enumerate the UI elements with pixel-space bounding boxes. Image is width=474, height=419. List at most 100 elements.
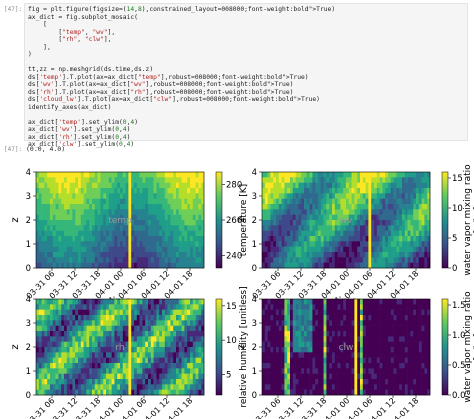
heatmap-cell — [301, 193, 305, 199]
heatmap-cell — [320, 309, 324, 316]
heatmap-cell — [66, 368, 70, 374]
heatmap-cell — [351, 315, 355, 321]
heatmap-cell — [72, 379, 76, 385]
heatmap-cell — [178, 188, 182, 194]
heatmap-cell — [122, 193, 126, 199]
heatmap-cell — [192, 304, 196, 310]
heatmap-cell — [41, 304, 45, 310]
heatmap-cell — [173, 347, 177, 353]
heatmap-cell — [181, 209, 185, 215]
heatmap-cell — [264, 241, 268, 247]
heatmap-cell — [72, 182, 76, 189]
heatmap-cell — [153, 357, 157, 364]
heatmap-cell — [176, 315, 180, 321]
heatmap-cell — [162, 230, 166, 237]
heatmap-cell — [304, 325, 308, 332]
heatmap-cell — [52, 193, 56, 199]
heatmap-cell — [281, 262, 285, 269]
heatmap-cell — [159, 236, 163, 242]
heatmap-cell — [301, 236, 305, 242]
heatmap-cell — [376, 198, 380, 205]
heatmap-cell — [320, 220, 324, 226]
heatmap-cell — [125, 204, 129, 210]
heatmap-cell — [69, 209, 73, 215]
heatmap-cell — [348, 357, 352, 364]
heatmap-cell — [41, 384, 45, 390]
heatmap-cell — [198, 357, 202, 364]
heatmap-cell — [407, 172, 411, 178]
heatmap-cell — [117, 368, 121, 374]
heatmap-cell — [368, 368, 372, 374]
heatmap-cell — [278, 331, 282, 337]
heatmap-cell — [379, 325, 383, 332]
heatmap-cell — [41, 341, 45, 348]
heatmap-cell — [332, 309, 336, 316]
heatmap-cell — [190, 204, 194, 210]
heatmap-cell — [111, 299, 115, 305]
heatmap-cell — [388, 214, 392, 221]
heatmap-cell — [38, 193, 42, 199]
heatmap-cell — [424, 304, 428, 310]
heatmap-cell — [284, 257, 288, 263]
heatmap-cell — [145, 336, 149, 342]
heatmap-cell — [170, 373, 174, 380]
heatmap-cell — [357, 198, 361, 205]
heatmap-cell — [357, 236, 361, 242]
heatmap-cell — [36, 172, 40, 178]
code-line: ax_dict['wv'].set_ylim(0,4) — [28, 126, 131, 133]
heatmap-cell — [360, 368, 364, 374]
heatmap-cell — [131, 304, 135, 310]
heatmap-cell — [41, 368, 45, 374]
heatmap-cell — [92, 320, 96, 326]
heatmap-cell — [75, 357, 79, 364]
heatmap-cell — [92, 198, 96, 205]
heatmap-cell — [309, 177, 313, 183]
heatmap-cell — [385, 347, 389, 353]
heatmap-cell — [55, 389, 59, 396]
heatmap-cell — [334, 331, 338, 337]
heatmap-cell — [181, 225, 185, 231]
heatmap-cell — [427, 331, 431, 337]
heatmap-cell — [44, 172, 48, 178]
heatmap-cell — [52, 384, 56, 390]
heatmap-cell — [131, 209, 135, 215]
heatmap-cell — [424, 220, 428, 226]
code-cell[interactable]: fig = plt.figure(figsize=(14,8),constrai… — [24, 3, 468, 148]
heatmap-cell — [334, 325, 338, 332]
heatmap-cell — [92, 315, 96, 321]
heatmap-cell — [354, 209, 358, 215]
heatmap-cell — [47, 241, 51, 247]
heatmap-cell — [393, 225, 397, 231]
heatmap-cell — [47, 257, 51, 263]
heatmap-cell — [278, 220, 282, 226]
heatmap-cell — [97, 252, 101, 258]
heatmap-cell — [64, 341, 68, 348]
heatmap-cell — [379, 182, 383, 189]
heatmap-cell — [346, 182, 350, 189]
heatmap-cell — [36, 357, 40, 364]
heatmap-cell — [323, 304, 327, 310]
heatmap-cell — [298, 262, 302, 269]
heatmap-cell — [83, 177, 87, 183]
heatmap-cell — [125, 347, 129, 353]
heatmap-cell — [290, 379, 294, 385]
heatmap-cell — [309, 204, 313, 210]
heatmap-cell — [52, 252, 56, 258]
heatmap-cell — [393, 336, 397, 342]
heatmap-cell — [86, 172, 90, 178]
y-tick-label: 4 — [252, 168, 257, 178]
heatmap-cell — [36, 379, 40, 385]
heatmap-cell — [156, 309, 160, 316]
code-editor[interactable]: fig = plt.figure(figsize=(14,8),constrai… — [28, 6, 335, 149]
heatmap-cell — [195, 246, 199, 253]
heatmap-cell — [117, 225, 121, 231]
heatmap-cell — [320, 204, 324, 210]
heatmap-cell — [376, 325, 380, 332]
heatmap-cell — [326, 193, 330, 199]
heatmap-cell — [306, 172, 310, 178]
heatmap-cell — [287, 225, 291, 231]
heatmap-cell — [173, 188, 177, 194]
heatmap-cell — [190, 188, 194, 194]
heatmap-cell — [292, 352, 296, 358]
heatmap-cell — [92, 188, 96, 194]
